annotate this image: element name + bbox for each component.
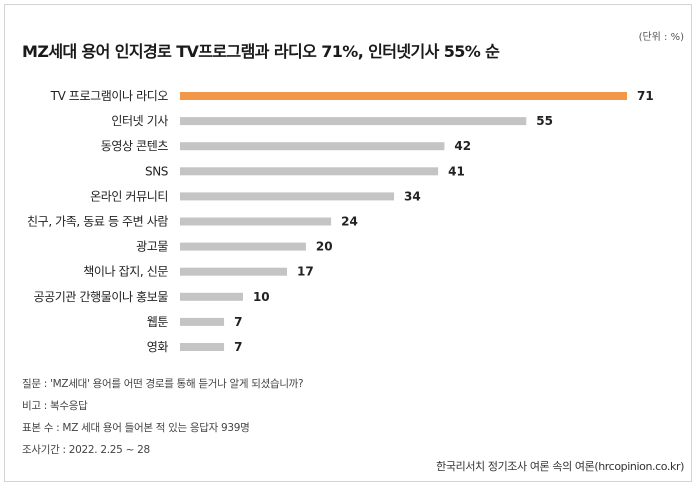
category-label: 공공기관 간행물이나 홍보물 — [33, 289, 168, 304]
category-label: 동영상 콘텐츠 — [101, 139, 169, 153]
bar — [180, 192, 395, 201]
survey-notes: 질문 : 'MZ세대' 용어를 어떤 경로를 통해 듣거나 알게 되셨습니까? … — [22, 377, 304, 465]
value-label: 34 — [404, 189, 421, 203]
category-label: 책이나 잡지, 신문 — [83, 264, 168, 279]
note-sample: 표본 수 : MZ 세대 용어 들어본 적 있는 응답자 939명 — [22, 422, 250, 434]
bar — [180, 142, 445, 151]
note-period: 조사기간 : 2022. 2.25 ~ 28 — [22, 444, 150, 456]
value-label: 41 — [448, 164, 465, 178]
bar — [180, 343, 225, 351]
value-label: 20 — [316, 240, 333, 254]
value-label: 71 — [637, 89, 654, 103]
bar — [180, 217, 332, 226]
value-label: 7 — [234, 315, 242, 329]
bar — [180, 92, 627, 100]
source-credit: 한국리서치 정기조사 여론 속의 여론(hrcopinion.co.kr) — [436, 460, 684, 473]
category-label: 웹툰 — [147, 315, 169, 329]
value-label: 24 — [341, 215, 358, 229]
bar — [180, 167, 439, 176]
note-remark: 비고 : 복수응답 — [22, 400, 88, 412]
chart-frame — [4, 4, 692, 482]
value-label: 55 — [536, 114, 553, 128]
unit-note: (단위 : %) — [638, 32, 684, 43]
bar — [180, 317, 225, 326]
value-label: 7 — [234, 340, 242, 354]
category-label: 영화 — [147, 340, 169, 354]
category-label: 광고물 — [136, 240, 168, 254]
category-label: 온라인 커뮤니티 — [90, 189, 168, 203]
bar — [180, 267, 288, 276]
category-label: TV 프로그램이나 라디오 — [50, 89, 169, 103]
bar-chart: TV 프로그램이나 라디오 71 인터넷 기사 55 동영상 콘텐츠 42 SNS 41 온라인… — [27, 89, 654, 354]
bar — [180, 242, 306, 251]
bar — [180, 292, 243, 301]
category-label: 친구, 가족, 동료 등 주변 사람 — [27, 215, 168, 229]
value-label: 42 — [454, 139, 471, 153]
category-label: 인터넷 기사 — [111, 114, 168, 128]
value-label: 17 — [297, 265, 314, 279]
note-question: 질문 : 'MZ세대' 용어를 어떤 경로를 통해 듣거나 알게 되셨습니까? — [22, 378, 304, 390]
value-label: 10 — [253, 290, 270, 304]
category-label: SNS — [145, 164, 168, 178]
chart-title: MZ세대 용어 인지경로 TV프로그램과 라디오 71%, 인터넷기사 55% … — [22, 42, 500, 61]
bar — [180, 117, 527, 126]
